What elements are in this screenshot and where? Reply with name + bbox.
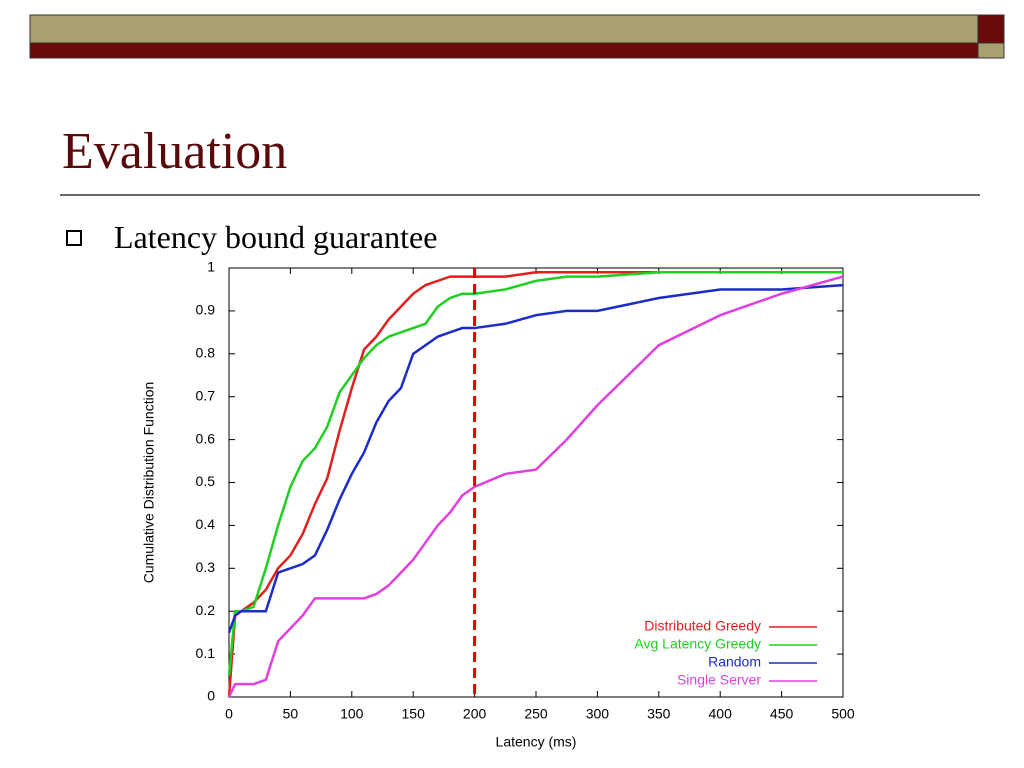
x-axis-label: Latency (ms): [496, 734, 577, 750]
x-tick-label: 150: [402, 706, 426, 722]
legend-label: Single Server: [677, 672, 761, 688]
y-axis-label: Cumulative Distribution Function: [141, 382, 157, 584]
x-tick-label: 0: [225, 706, 233, 722]
y-tick-label: 0.5: [196, 473, 216, 489]
series-line: [227, 275, 844, 698]
y-tick-label: 0.4: [196, 516, 216, 532]
legend-label: Avg Latency Greedy: [634, 636, 761, 652]
y-tick-label: 0.7: [196, 387, 216, 403]
y-tick-label: 0.9: [196, 302, 216, 318]
y-tick-label: 0.3: [196, 559, 216, 575]
x-tick-label: 400: [709, 706, 733, 722]
y-tick-label: 1: [207, 259, 215, 275]
chart: 0 0.1 0.2 0.3 0.4 0.5 0.6 0.7 0.8 0.9 1 0 50 100 150 20…: [141, 259, 855, 750]
legend-label: Distributed Greedy: [644, 618, 761, 634]
legend-label: Random: [708, 654, 761, 670]
x-tick-label: 50: [283, 706, 299, 722]
y-tick-label: 0: [207, 688, 215, 704]
x-tick-label: 200: [463, 706, 487, 722]
bullet-marker: [66, 230, 82, 246]
x-tick-label: 250: [524, 706, 548, 722]
x-tick-label: 450: [770, 706, 794, 722]
y-tick-label: 0.1: [196, 645, 216, 661]
header-bar: [29, 14, 979, 44]
header-bar-dark: [29, 42, 979, 59]
y-tick-label: 0.6: [196, 430, 216, 446]
x-tick-label: 350: [647, 706, 671, 722]
y-tick-label: 0.8: [196, 345, 216, 361]
x-tick-label: 100: [340, 706, 364, 722]
slide-title: Evaluation: [62, 123, 287, 180]
x-tick-label: 500: [831, 706, 855, 722]
x-tick-label: 300: [586, 706, 610, 722]
header-square: [977, 42, 1005, 59]
bullet-text: Latency bound guarantee: [114, 219, 437, 255]
series-line: [227, 283, 844, 634]
header-square: [977, 14, 1005, 44]
series-line: [227, 271, 843, 698]
y-tick-label: 0.2: [196, 602, 216, 618]
series-line: [227, 271, 843, 676]
